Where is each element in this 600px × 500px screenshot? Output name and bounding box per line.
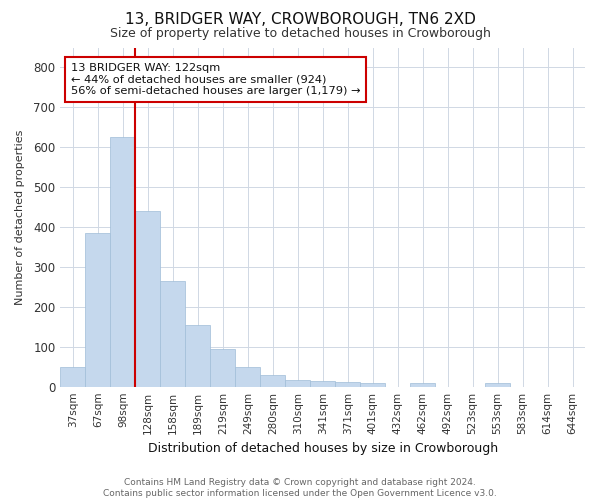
Bar — [410, 382, 435, 386]
Bar — [285, 380, 310, 386]
Bar — [185, 325, 211, 386]
Bar — [110, 138, 136, 386]
Y-axis label: Number of detached properties: Number of detached properties — [15, 130, 25, 305]
Bar — [360, 382, 385, 386]
Bar — [61, 366, 85, 386]
Text: 13, BRIDGER WAY, CROWBOROUGH, TN6 2XD: 13, BRIDGER WAY, CROWBOROUGH, TN6 2XD — [125, 12, 475, 28]
Bar — [85, 233, 110, 386]
Text: 13 BRIDGER WAY: 122sqm
← 44% of detached houses are smaller (924)
56% of semi-de: 13 BRIDGER WAY: 122sqm ← 44% of detached… — [71, 63, 361, 96]
Bar — [160, 281, 185, 386]
Bar — [310, 380, 335, 386]
Bar — [335, 382, 360, 386]
Text: Contains HM Land Registry data © Crown copyright and database right 2024.
Contai: Contains HM Land Registry data © Crown c… — [103, 478, 497, 498]
X-axis label: Distribution of detached houses by size in Crowborough: Distribution of detached houses by size … — [148, 442, 498, 455]
Bar — [260, 374, 285, 386]
Bar — [485, 384, 510, 386]
Text: Size of property relative to detached houses in Crowborough: Size of property relative to detached ho… — [110, 28, 490, 40]
Bar — [211, 349, 235, 387]
Bar — [235, 366, 260, 386]
Bar — [136, 211, 160, 386]
